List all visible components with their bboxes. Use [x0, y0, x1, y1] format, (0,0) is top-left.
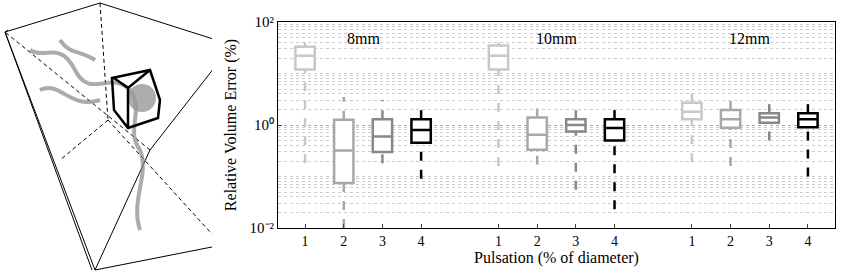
svg-text:1: 1	[302, 234, 309, 249]
svg-text:4: 4	[804, 234, 811, 249]
svg-text:10mm: 10mm	[536, 30, 577, 47]
svg-text:Relative Volume Error (%): Relative Volume Error (%)	[222, 39, 240, 211]
svg-text:3: 3	[766, 234, 773, 249]
svg-text:1: 1	[688, 234, 695, 249]
svg-text:8mm: 8mm	[347, 30, 380, 47]
svg-text:2: 2	[340, 234, 347, 249]
svg-text:10⁰: 10⁰	[254, 117, 274, 133]
svg-text:1: 1	[495, 234, 502, 249]
svg-text:3: 3	[379, 234, 386, 249]
svg-text:Pulsation (% of diameter): Pulsation (% of diameter)	[474, 249, 639, 267]
svg-text:2: 2	[534, 234, 541, 249]
svg-text:4: 4	[418, 234, 425, 249]
svg-text:3: 3	[572, 234, 579, 249]
svg-text:10²: 10²	[255, 14, 275, 30]
svg-text:4: 4	[611, 234, 618, 249]
svg-text:12mm: 12mm	[729, 30, 770, 47]
svg-text:10⁻²: 10⁻²	[250, 220, 275, 236]
svg-text:2: 2	[727, 234, 734, 249]
